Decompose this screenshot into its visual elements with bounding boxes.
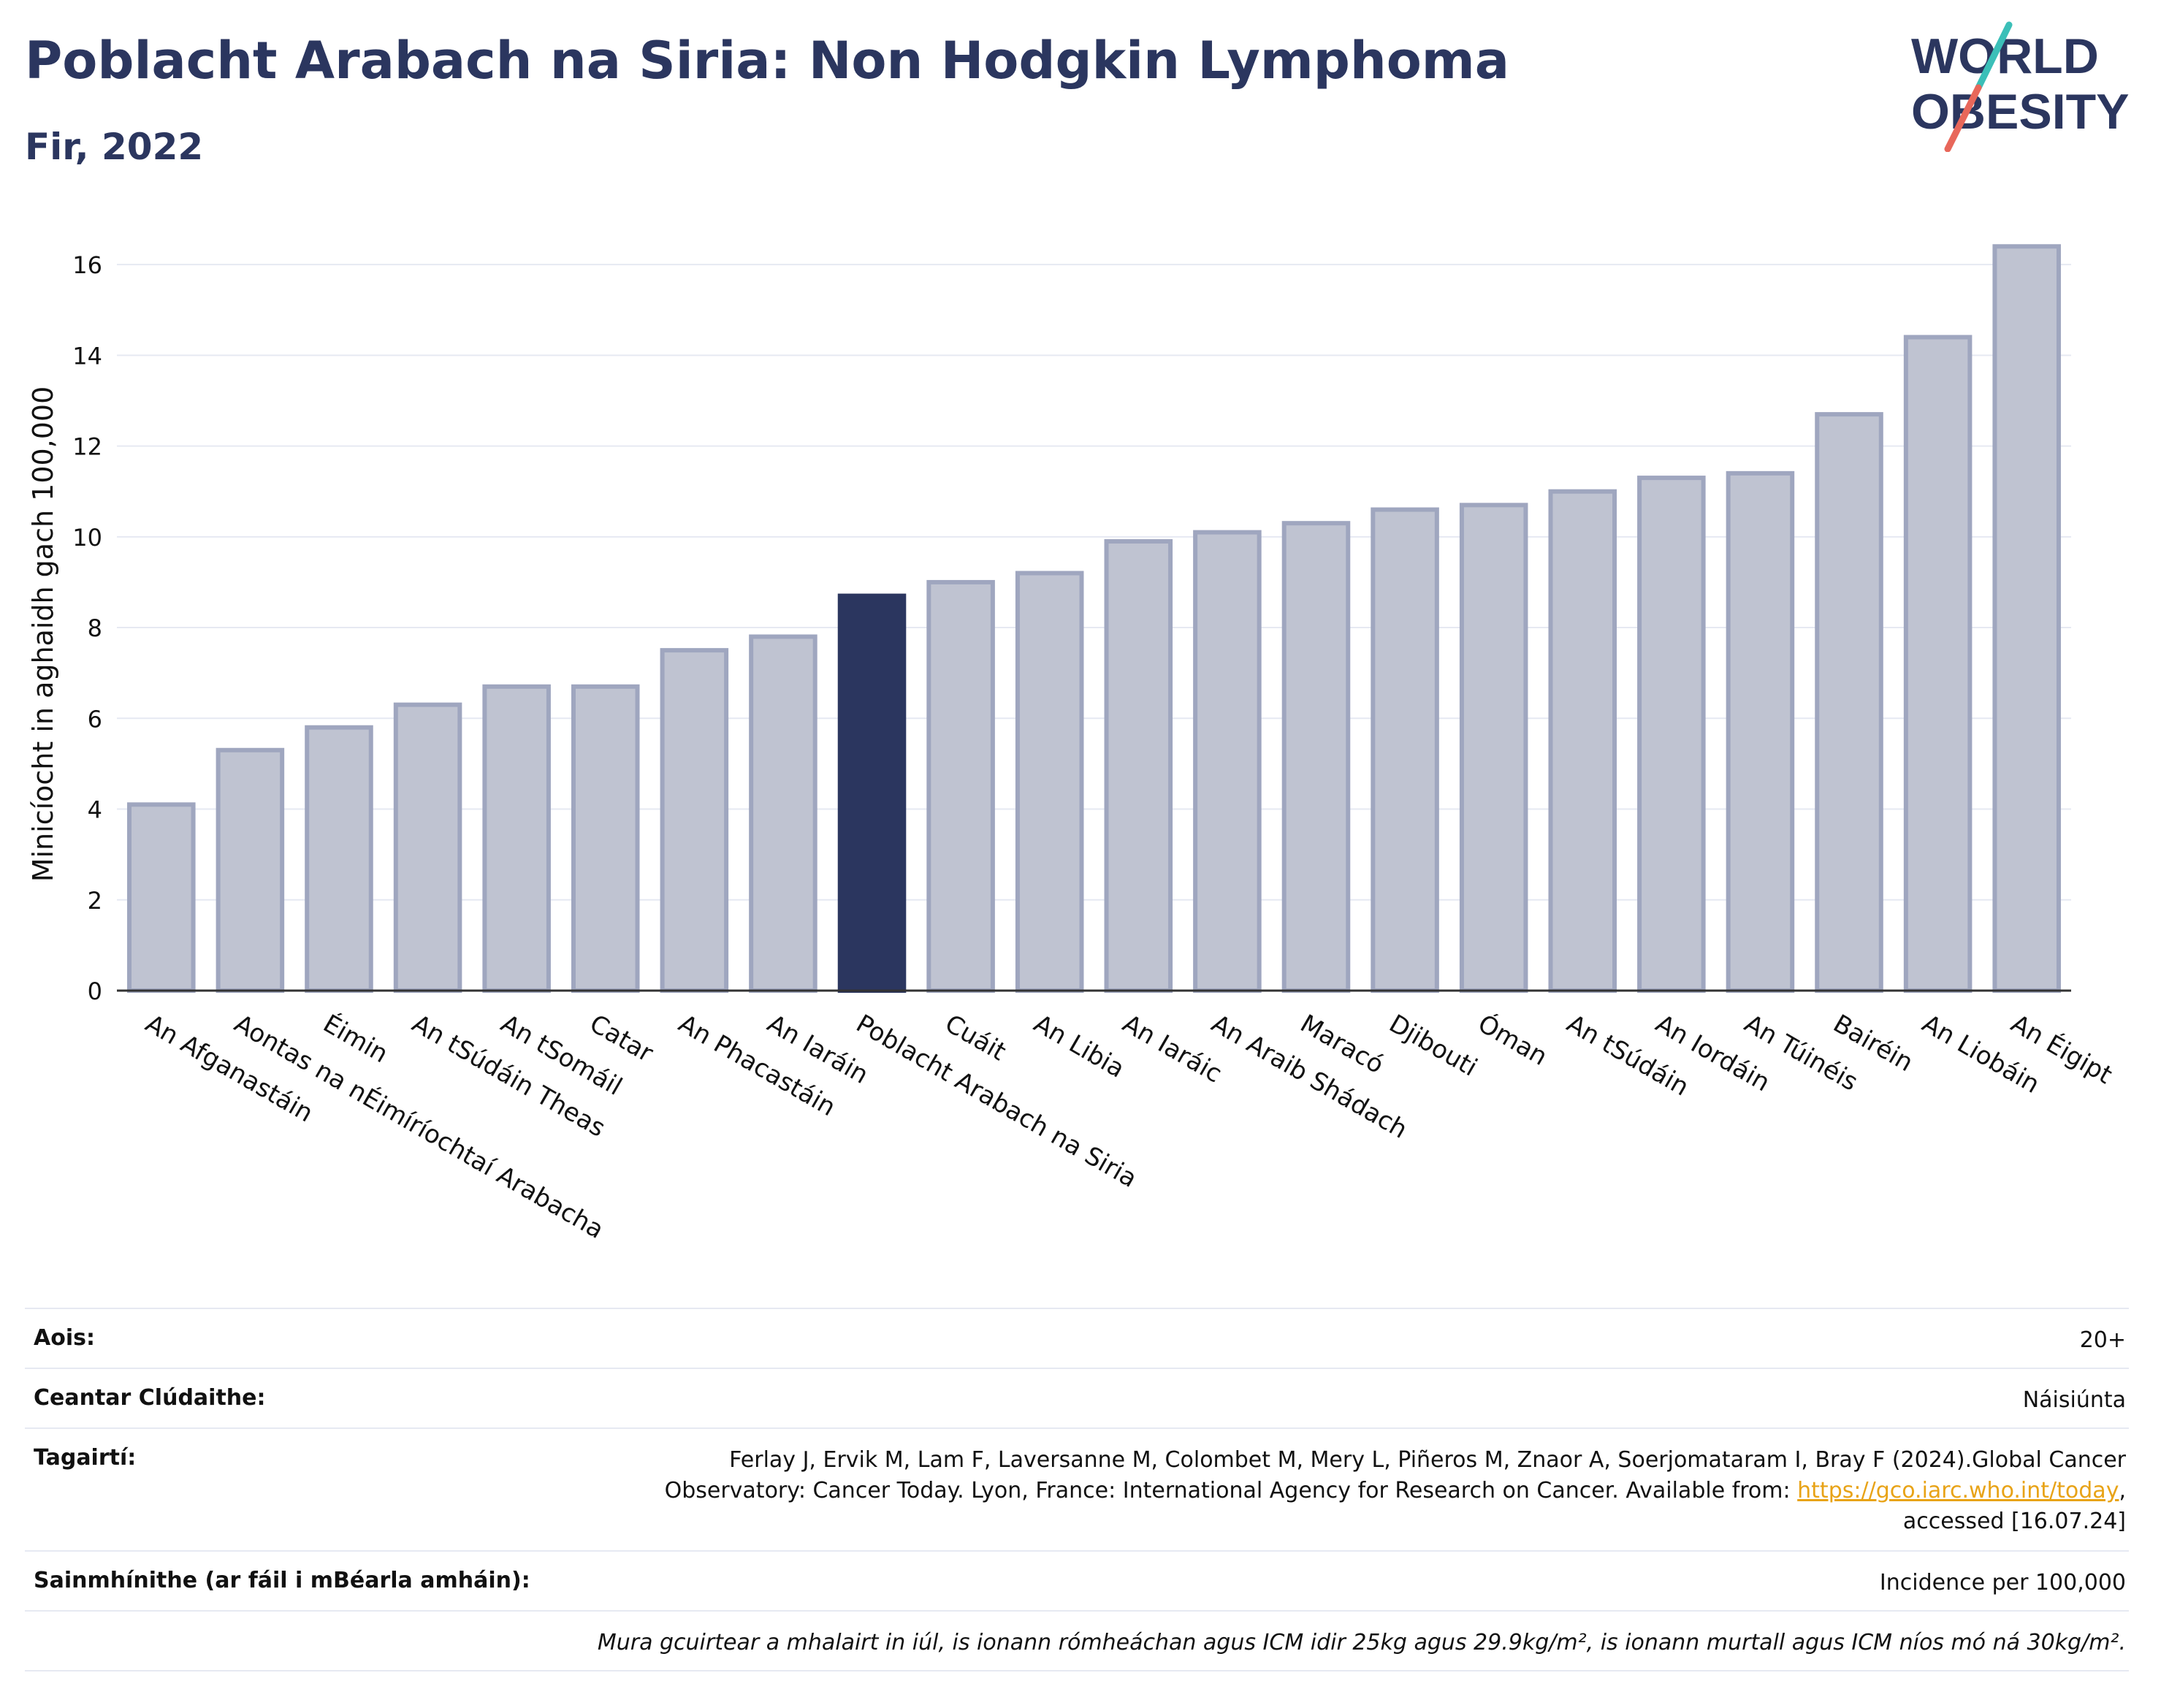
x-tick-label: An Phacastáin [674, 1009, 841, 1122]
area-label: Ceantar Clúdaithe: [34, 1385, 266, 1411]
definitions-value: Incidence per 100,000 [1879, 1570, 2126, 1595]
references-row: Tagairtí: Ferlay J, Ervik M, Lam F, Lave… [25, 1427, 2129, 1550]
bar [1903, 335, 1973, 994]
world-obesity-logo: WORLD OBESITY [1911, 21, 2130, 152]
bar [216, 747, 285, 994]
y-tick-label: 0 [88, 977, 102, 1005]
area-value: Náisiúnta [2022, 1387, 2126, 1413]
logo-slash-red [1944, 84, 1982, 152]
age-row: Aois: 20+ [25, 1308, 2129, 1368]
bar [749, 634, 817, 993]
y-axis-ticks: 0 2 4 6 8 10 12 14 16 [72, 251, 102, 1005]
area-row: Ceantar Clúdaithe: Náisiúnta [25, 1368, 2129, 1427]
bar [660, 648, 729, 994]
bar [1371, 507, 1439, 993]
bar [1726, 470, 1795, 993]
y-tick-label: 6 [88, 705, 102, 733]
bar [1992, 244, 2061, 994]
references-value: Ferlay J, Ervik M, Lam F, Laversanne M, … [664, 1447, 2126, 1534]
note-text: Mura gcuirtear a mhalairt in iúl, is ion… [597, 1630, 2126, 1655]
chart-title: Poblacht Arabach na Siria: Non Hodgkin L… [25, 31, 1509, 91]
references-line2: Observatory: Cancer Today. Lyon, France:… [664, 1478, 1791, 1503]
references-line1: Ferlay J, Ervik M, Lam F, Laversanne M, … [729, 1447, 2126, 1473]
bar [482, 684, 551, 993]
y-tick-label: 14 [72, 342, 102, 370]
references-link[interactable]: https://gco.iarc.who.int/today [1797, 1478, 2119, 1503]
y-tick-label: 8 [88, 614, 102, 642]
y-tick-label: 2 [88, 887, 102, 915]
bar [127, 802, 196, 993]
bar [571, 684, 640, 993]
age-label: Aois: [34, 1325, 95, 1351]
note-row: Mura gcuirtear a mhalairt in iúl, is ion… [25, 1610, 2129, 1671]
bar [1281, 521, 1351, 993]
bar [1637, 476, 1706, 993]
x-tick-label: An Iaráic [1118, 1009, 1227, 1089]
age-value: 20+ [2079, 1327, 2126, 1353]
definitions-row: Sainmhínithe (ar fáil i mBéarla amháin):… [25, 1550, 2129, 1610]
bar [393, 702, 462, 993]
bar [1193, 530, 1262, 993]
bar [837, 593, 907, 993]
chart-subtitle: Fir, 2022 [25, 126, 204, 168]
bars [127, 244, 2061, 994]
bar [1548, 489, 1617, 993]
x-tick-label: Óman [1473, 1008, 1552, 1072]
references-label: Tagairtí: [34, 1445, 137, 1471]
y-tick-label: 16 [72, 251, 102, 279]
references-line3: accessed [16.07.24] [1902, 1509, 2126, 1534]
definitions-label: Sainmhínithe (ar fáil i mBéarla amháin): [34, 1568, 530, 1593]
x-tick-label: An Libia [1029, 1009, 1129, 1084]
y-tick-label: 12 [72, 433, 102, 461]
y-axis-label: Minicíocht in aghaidh gach 100,000 [27, 386, 59, 882]
bar [1104, 539, 1173, 993]
bar [305, 725, 373, 993]
y-tick-label: 4 [88, 796, 102, 824]
logo-line2: OBESITY [1911, 84, 2130, 140]
bar [1459, 503, 1528, 993]
x-tick-label: Djibouti [1384, 1009, 1482, 1083]
bar [926, 579, 995, 993]
logo-slash-teal [1975, 21, 2013, 91]
bar [1815, 412, 1883, 993]
bar [1015, 571, 1084, 993]
y-tick-label: 10 [72, 524, 102, 552]
metadata-table: Aois: 20+ Ceantar Clúdaithe: Náisiúnta T… [25, 1308, 2129, 1671]
